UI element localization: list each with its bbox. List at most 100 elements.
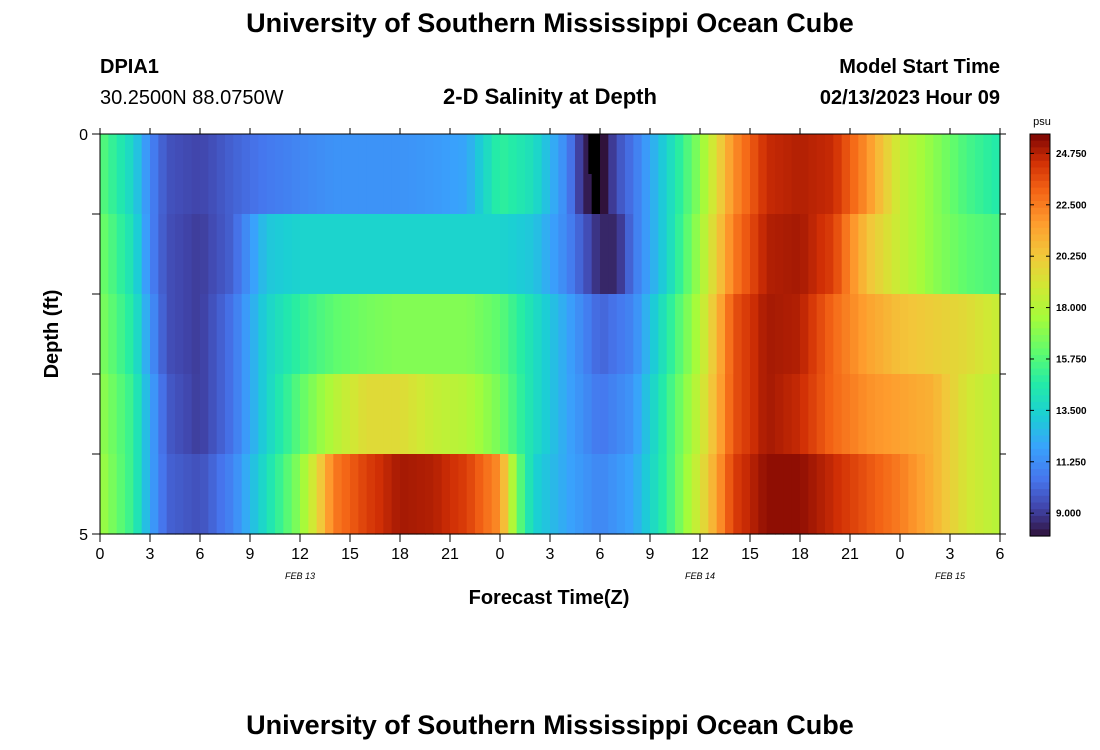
heatmap-cell xyxy=(808,454,818,535)
heatmap-cell xyxy=(300,134,309,215)
heatmap-cell xyxy=(808,134,818,215)
heatmap-cell xyxy=(900,134,909,215)
heatmap-cell xyxy=(258,454,268,535)
x-tick-label: 6 xyxy=(596,546,605,563)
heatmap-cell xyxy=(450,454,459,535)
heatmap-cell xyxy=(658,214,668,295)
heatmap-cell xyxy=(333,294,343,375)
heatmap-cell xyxy=(475,214,484,295)
heatmap-cell xyxy=(391,214,401,295)
heatmap-cell xyxy=(883,214,893,295)
heatmap-cell xyxy=(975,214,984,295)
heatmap-cell xyxy=(716,294,726,375)
heatmap-cell xyxy=(666,374,676,455)
heatmap-cell xyxy=(966,374,976,455)
heatmap-cell xyxy=(491,374,501,455)
heatmap-cell xyxy=(475,134,484,215)
heatmap-cell xyxy=(475,374,484,455)
colorbar-segment xyxy=(1030,154,1050,162)
colorbar-segment xyxy=(1030,361,1050,370)
colorbar-segment xyxy=(1030,167,1050,175)
heatmap-cell xyxy=(950,374,959,455)
heatmap-cell xyxy=(200,454,209,535)
colorbar-segment xyxy=(1030,442,1050,450)
colorbar-segment xyxy=(1030,221,1050,229)
colorbar-segment xyxy=(1030,509,1050,517)
heatmap-cell xyxy=(875,134,884,215)
heatmap-cell xyxy=(200,214,209,295)
colorbar-segment xyxy=(1030,147,1050,155)
heatmap-cell xyxy=(800,294,809,375)
colorbar-segment xyxy=(1030,415,1050,423)
heatmap-cell xyxy=(691,374,701,455)
heatmap-cell xyxy=(816,454,826,535)
heatmap-cell xyxy=(841,134,851,215)
page-title: University of Southern Mississippi Ocean… xyxy=(246,8,854,38)
heatmap-cell xyxy=(341,134,351,215)
heatmap-cell xyxy=(641,294,651,375)
heatmap-cell xyxy=(216,134,226,215)
heatmap-cell xyxy=(741,374,751,455)
colorbar-segment xyxy=(1030,408,1050,416)
heatmap-cell xyxy=(591,134,601,215)
y-tick-label: 5 xyxy=(79,527,88,544)
heatmap-cell xyxy=(425,374,434,455)
heatmap-cell xyxy=(466,294,476,375)
heatmap-cell xyxy=(691,294,701,375)
heatmap-cell xyxy=(166,214,176,295)
heatmap-cell xyxy=(658,374,668,455)
heatmap-cell xyxy=(366,134,376,215)
heatmap-cell xyxy=(283,454,293,535)
heatmap-cell xyxy=(583,214,593,295)
heatmap-cell xyxy=(250,214,259,295)
heatmap-cell xyxy=(483,214,493,295)
heatmap-cell xyxy=(566,214,576,295)
heatmap-cell xyxy=(391,374,401,455)
heatmap-cell xyxy=(225,374,234,455)
heatmap-cell xyxy=(858,134,868,215)
heatmap-cell xyxy=(583,134,593,215)
colorbar-segment xyxy=(1030,174,1050,182)
heatmap-cell xyxy=(575,454,584,535)
colorbar-segment xyxy=(1030,308,1050,316)
heatmap-cell xyxy=(833,214,843,295)
heatmap-cell xyxy=(500,214,509,295)
heatmap-cell xyxy=(525,374,534,455)
heatmap-cell xyxy=(741,294,751,375)
heatmap-cell xyxy=(316,134,326,215)
heatmap-cell xyxy=(350,294,359,375)
heatmap-cell xyxy=(100,214,109,295)
heatmap-cell xyxy=(825,374,834,455)
heatmap-cell xyxy=(141,134,151,215)
heatmap-cell xyxy=(566,374,576,455)
colorbar-segment xyxy=(1030,247,1050,256)
heatmap-cell xyxy=(533,294,543,375)
heatmap-cell xyxy=(716,214,726,295)
colorbar-segment xyxy=(1030,469,1050,477)
heatmap-cell xyxy=(216,294,226,375)
heatmap-cell xyxy=(166,454,176,535)
heatmap-cell xyxy=(308,214,318,295)
heatmap-cell xyxy=(625,454,634,535)
heatmap-cell-low xyxy=(588,134,597,174)
heatmap-cell xyxy=(991,294,1001,375)
heatmap-cell xyxy=(925,214,934,295)
colorbar-segment xyxy=(1030,301,1050,309)
heatmap-cell xyxy=(158,294,168,375)
heatmap-cell xyxy=(300,454,309,535)
heatmap-cell xyxy=(700,214,709,295)
heatmap-cell xyxy=(608,294,618,375)
heatmap-cell xyxy=(933,294,943,375)
heatmap-cell xyxy=(583,294,593,375)
heatmap-cell xyxy=(950,214,959,295)
heatmap-cell xyxy=(875,374,884,455)
heatmap-cell xyxy=(383,294,393,375)
heatmap-cell xyxy=(400,134,409,215)
heatmap-cell xyxy=(958,134,968,215)
heatmap-cell xyxy=(616,214,626,295)
heatmap-cell xyxy=(125,134,134,215)
heatmap-cell xyxy=(775,214,784,295)
heatmap-cell xyxy=(408,294,418,375)
heatmap-cell xyxy=(283,374,293,455)
heatmap-cell xyxy=(250,374,259,455)
